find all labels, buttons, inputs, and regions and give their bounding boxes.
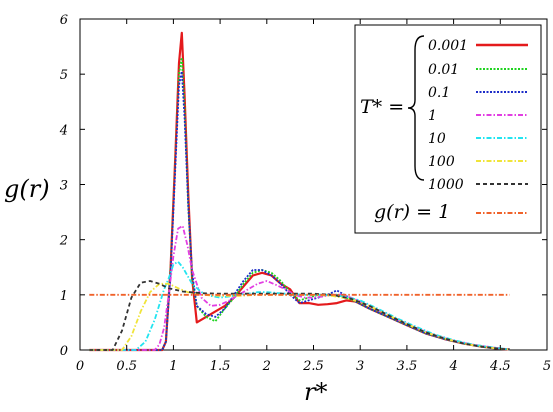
legend-label-6: 1000 — [428, 177, 464, 193]
legend-group-label: T* = — [360, 96, 404, 118]
legend-label-4: 10 — [428, 131, 446, 147]
legend-brace — [407, 35, 425, 181]
y-tick-label: 0 — [60, 344, 68, 359]
x-tick-label: 4 — [448, 359, 457, 374]
y-axis-title: g(r) — [4, 175, 50, 203]
x-tick-label: 0.5 — [116, 359, 137, 374]
legend-label-3: 1 — [428, 108, 437, 124]
x-axis-title: r* — [304, 378, 327, 406]
legend-label-0: 0.001 — [428, 38, 468, 54]
x-tick-label: 3.5 — [397, 359, 418, 374]
series-line-2 — [89, 70, 510, 351]
legend-label-1: 0.01 — [428, 62, 459, 78]
y-tick-label: 1 — [60, 289, 68, 304]
x-tick-label: 5 — [543, 359, 551, 374]
x-tick-label: 3 — [356, 359, 364, 374]
series-line-6 — [89, 280, 510, 351]
x-tick-label: 4.5 — [489, 359, 511, 374]
x-tick-label: 2.5 — [302, 359, 324, 374]
legend-box — [354, 24, 542, 234]
x-tick-label: 1.5 — [210, 359, 231, 374]
legend-label-2: 0.1 — [428, 85, 450, 101]
y-tick-label: 5 — [60, 68, 68, 83]
x-tick-label: 0 — [76, 359, 84, 374]
y-tick-label: 2 — [59, 234, 68, 249]
x-tick-label: 2 — [262, 359, 271, 374]
series-line-4 — [89, 260, 510, 351]
series-layer — [89, 31, 510, 352]
legend-label-5: 100 — [428, 154, 455, 170]
y-tick-label: 4 — [59, 123, 68, 138]
legend: T* = 0.001 0.01 0.1 1 10 100 1000 g(r) = 1 — [354, 24, 542, 234]
y-tick-label: 6 — [60, 13, 68, 28]
y-tick-label: 3 — [60, 179, 68, 194]
x-tick-label: 1 — [169, 359, 177, 374]
axes-layer: 0 0.5 1 1.5 2 2.5 3 3.5 4 4.5 5 0 1 2 3 4 5 6 — [59, 13, 551, 374]
series-line-3 — [89, 224, 510, 351]
legend-label-7: g(r) = 1 — [374, 201, 450, 223]
